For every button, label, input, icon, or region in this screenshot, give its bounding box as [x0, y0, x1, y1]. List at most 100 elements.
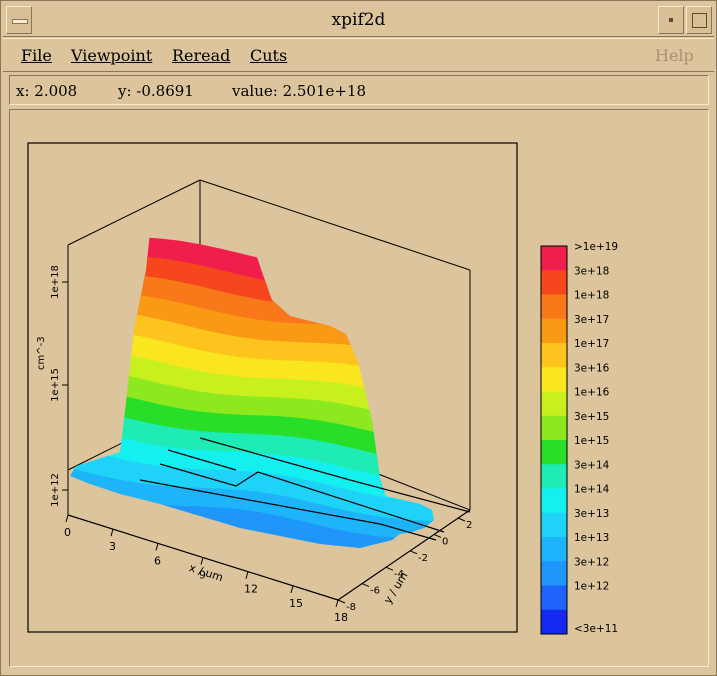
x-tick [245, 571, 249, 579]
menu-cuts-label: Cuts [250, 46, 288, 65]
x-tick-label: 18 [334, 611, 348, 624]
minimize-button[interactable] [658, 6, 684, 34]
y-tick-label: -8 [346, 602, 356, 613]
menu-reread[interactable]: Reread [172, 46, 230, 65]
y-tick [409, 550, 418, 555]
menu-cuts[interactable]: Cuts [250, 46, 287, 65]
colorbar-swatch [541, 318, 567, 344]
y-tick-label: -2 [418, 553, 428, 564]
x-tick-label: 12 [244, 583, 258, 596]
window-menu-icon [12, 19, 28, 24]
coordinate-readout: x: 2.008 y: -0.8691 value: 2.501e+18 [9, 75, 709, 105]
z-tick-label: 1e+15 [50, 368, 61, 402]
colorbar-swatch [541, 440, 567, 465]
colorbar-swatch [541, 464, 567, 489]
y-tick-label: 0 [442, 536, 448, 547]
menu-help[interactable]: Help [655, 46, 694, 65]
title-bar[interactable]: xpif2d [3, 3, 714, 37]
colorbar-label: 3e+16 [574, 362, 610, 374]
window-menu-button[interactable] [6, 6, 32, 34]
colorbar-swatch [541, 246, 567, 271]
y-axis: -8 -6 -4 -2 0 2 [337, 517, 472, 613]
colorbar-label: 1e+17 [574, 338, 609, 350]
menu-file[interactable]: File [21, 46, 52, 65]
menu-file-label: File [21, 46, 52, 65]
menu-help-label: Help [655, 46, 694, 65]
y-tick-label: 2 [466, 520, 472, 531]
z-axis-label: cm^-3 [36, 336, 47, 370]
colorbar-label: 3e+15 [574, 411, 609, 423]
colorbar-border [540, 245, 568, 635]
colorbar-swatch [541, 294, 567, 320]
colorbar-label: 3e+12 [574, 556, 609, 568]
readout-y: y: -0.8691 [118, 82, 194, 100]
colorbar-swatch [541, 488, 567, 514]
menu-bar: File Viewpoint Reread Cuts Help [3, 38, 714, 72]
readout-x: x: 2.008 [16, 82, 78, 100]
x-tick [290, 585, 294, 593]
colorbar-swatch [541, 391, 567, 417]
x-axis: 0 3 6 9 12 15 18 [64, 514, 348, 624]
colorbar-swatch [541, 609, 567, 635]
y-tick-label: -6 [370, 586, 380, 597]
colorbar-label: 1e+16 [574, 387, 610, 399]
colorbar-label: >1e+19 [574, 241, 618, 253]
colorbar-swatch [541, 343, 567, 368]
colorbar-label: 1e+13 [574, 532, 609, 544]
y-tick [457, 517, 466, 522]
y-tick-label: -4 [394, 569, 404, 580]
x-tick-label: 6 [154, 554, 161, 567]
y-tick [433, 533, 442, 538]
surface-bands [70, 232, 434, 548]
x-tick-label: 15 [289, 597, 303, 610]
colorbar-label: <3e+11 [574, 623, 618, 635]
colorbar-label: 1e+18 [574, 290, 609, 302]
minimize-icon [669, 18, 673, 22]
y-axis-label: y / um [381, 570, 411, 606]
x-axis-label: x / um [187, 561, 224, 584]
y-tick [337, 599, 346, 604]
colorbar-swatch [541, 367, 567, 392]
x-tick [155, 543, 159, 551]
menu-reread-label: Reread [172, 46, 231, 65]
readout-value: value: 2.501e+18 [232, 82, 367, 100]
x-tick [65, 514, 69, 523]
colorbar-label: 3e+13 [574, 508, 609, 520]
colorbar-swatch [541, 415, 567, 441]
colorbar-swatch [541, 512, 567, 538]
menu-viewpoint[interactable]: Viewpoint [71, 46, 152, 65]
colorbar-label: 3e+14 [574, 459, 610, 471]
colorbar-label: 1e+12 [574, 581, 609, 593]
maximize-button[interactable] [686, 6, 712, 34]
colorbar-label: 3e+17 [574, 314, 609, 326]
y-tick [361, 583, 370, 588]
x-tick-label: 9 [199, 569, 206, 582]
y-tick [385, 566, 394, 571]
colorbar-label: 1e+14 [574, 484, 610, 496]
z-tick-label: 1e+12 [50, 473, 61, 507]
colorbar-label: 1e+15 [574, 435, 609, 447]
colorbar: >1e+19 3e+18 1e+18 3e+17 1e+17 3e+16 1e+16 3e+1… [540, 241, 618, 635]
menu-viewpoint-label: Viewpoint [71, 46, 153, 65]
colorbar-swatch [541, 270, 567, 295]
window-title: xpif2d [331, 10, 386, 30]
x-tick [200, 557, 204, 565]
maximize-icon [692, 13, 707, 28]
region-outlines [139, 437, 471, 541]
x-tick-label: 0 [64, 526, 71, 539]
z-axis: 1e+12 1e+15 1e+18 [50, 265, 68, 507]
colorbar-swatch [541, 537, 567, 562]
z-tick-label: 1e+18 [50, 265, 61, 299]
plot-pane [9, 109, 709, 667]
x-tick [335, 599, 339, 608]
surface-band [70, 444, 434, 531]
plot-frame [27, 142, 518, 633]
colorbar-label: 3e+18 [574, 265, 609, 277]
x-tick-label: 3 [109, 540, 116, 553]
colorbar-swatch [541, 561, 567, 586]
colorbar-swatch [541, 585, 567, 611]
x-tick [110, 529, 114, 537]
surface-band [70, 465, 434, 548]
